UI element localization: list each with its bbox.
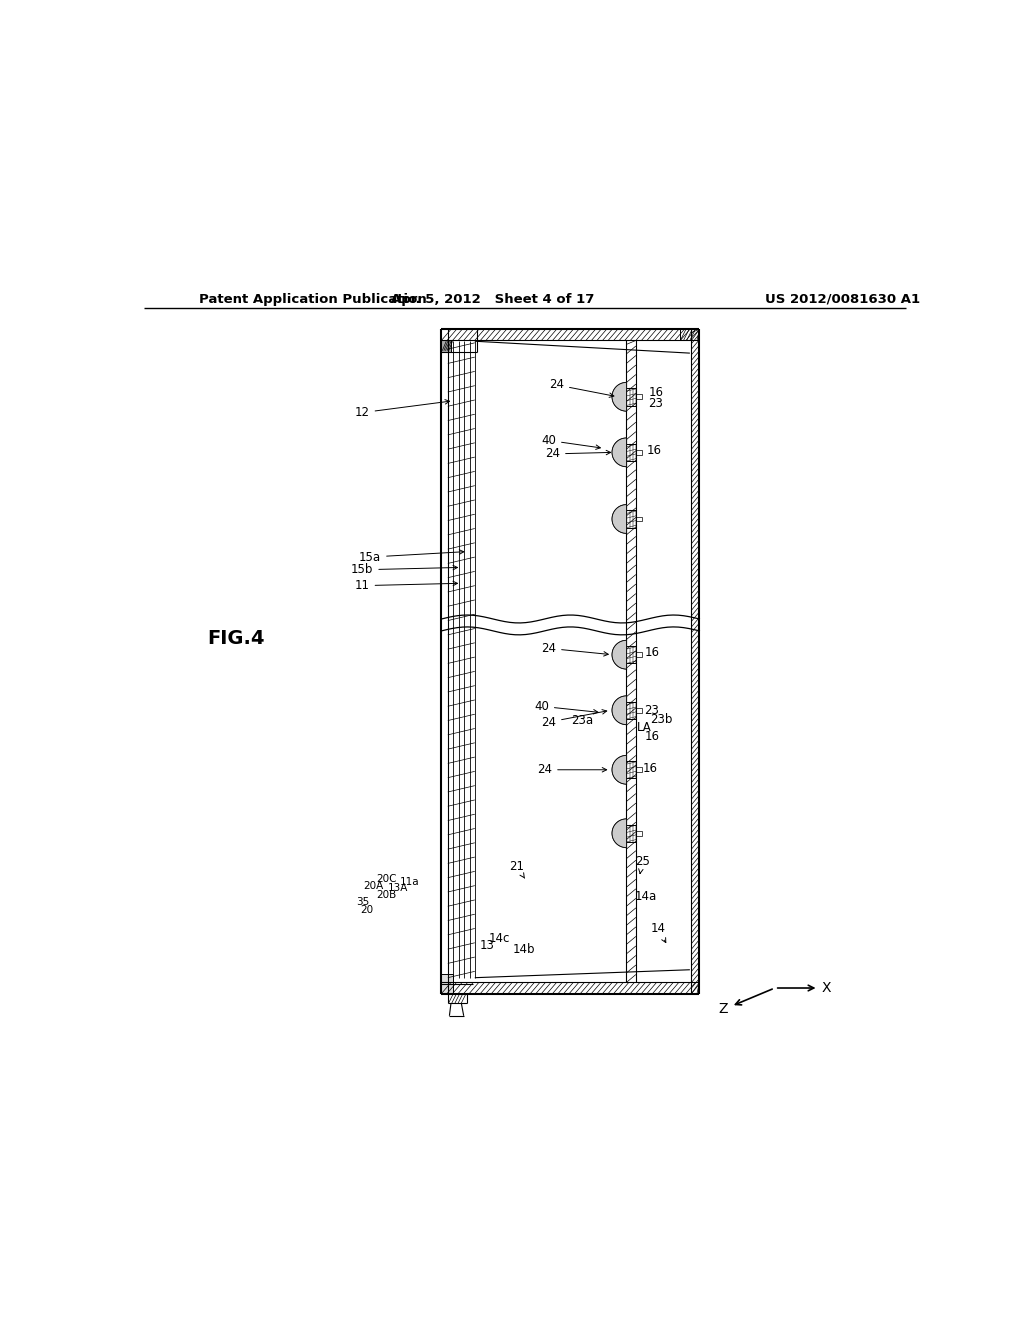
Text: 40: 40 <box>541 434 600 449</box>
Bar <box>441 341 451 351</box>
Bar <box>627 825 636 842</box>
Text: 23: 23 <box>644 704 659 717</box>
Text: 23a: 23a <box>570 714 593 727</box>
Text: 25: 25 <box>635 854 649 874</box>
Bar <box>636 830 642 836</box>
Bar <box>627 388 636 405</box>
Bar <box>636 652 642 657</box>
Text: 16: 16 <box>648 387 664 400</box>
Text: 16: 16 <box>643 762 657 775</box>
Text: 15b: 15b <box>351 564 458 577</box>
Text: 12: 12 <box>354 400 450 420</box>
Text: 23b: 23b <box>650 713 673 726</box>
Text: US 2012/0081630 A1: US 2012/0081630 A1 <box>765 293 920 306</box>
Bar <box>636 516 642 521</box>
Bar <box>627 701 636 719</box>
Text: 24: 24 <box>549 379 613 397</box>
Text: 11: 11 <box>354 579 458 593</box>
Polygon shape <box>612 696 627 725</box>
Bar <box>627 645 636 664</box>
Text: 20C: 20C <box>377 874 397 884</box>
Polygon shape <box>612 755 627 784</box>
Text: 13A: 13A <box>388 883 409 894</box>
Text: LA: LA <box>637 721 651 734</box>
Polygon shape <box>612 640 627 669</box>
Text: 16: 16 <box>644 645 659 659</box>
Text: 24: 24 <box>541 710 606 729</box>
Text: 40: 40 <box>535 700 598 714</box>
Text: 15a: 15a <box>359 550 464 564</box>
Text: Z: Z <box>719 1002 728 1016</box>
Polygon shape <box>612 504 627 533</box>
Polygon shape <box>612 383 627 411</box>
Text: FIG.4: FIG.4 <box>207 630 265 648</box>
Text: 21: 21 <box>509 861 524 878</box>
Text: 20A: 20A <box>364 882 384 891</box>
Bar <box>627 762 636 779</box>
Text: 14b: 14b <box>513 944 536 957</box>
Text: 11a: 11a <box>400 878 420 887</box>
Text: 23: 23 <box>648 396 664 409</box>
Bar <box>636 708 642 713</box>
Bar <box>441 974 454 994</box>
Text: 24: 24 <box>545 447 610 461</box>
Bar <box>636 767 642 772</box>
Text: 24: 24 <box>541 642 608 656</box>
Bar <box>627 511 636 528</box>
Text: 16: 16 <box>644 730 659 743</box>
Text: 20B: 20B <box>377 890 396 900</box>
Polygon shape <box>612 818 627 847</box>
Text: Patent Application Publication: Patent Application Publication <box>200 293 427 306</box>
Text: Apr. 5, 2012   Sheet 4 of 17: Apr. 5, 2012 Sheet 4 of 17 <box>391 293 595 306</box>
Text: 14a: 14a <box>635 890 657 903</box>
Text: 14: 14 <box>650 921 666 942</box>
Polygon shape <box>612 438 627 466</box>
Text: 24: 24 <box>538 763 606 776</box>
Text: 16: 16 <box>647 445 662 457</box>
Bar <box>636 395 642 399</box>
Bar <box>636 450 642 454</box>
Text: 20: 20 <box>360 906 374 915</box>
Text: 13: 13 <box>480 940 495 953</box>
Text: 35: 35 <box>356 898 370 907</box>
Bar <box>680 329 691 341</box>
Text: X: X <box>821 981 831 995</box>
Text: 14c: 14c <box>488 932 510 945</box>
Bar <box>627 444 636 461</box>
